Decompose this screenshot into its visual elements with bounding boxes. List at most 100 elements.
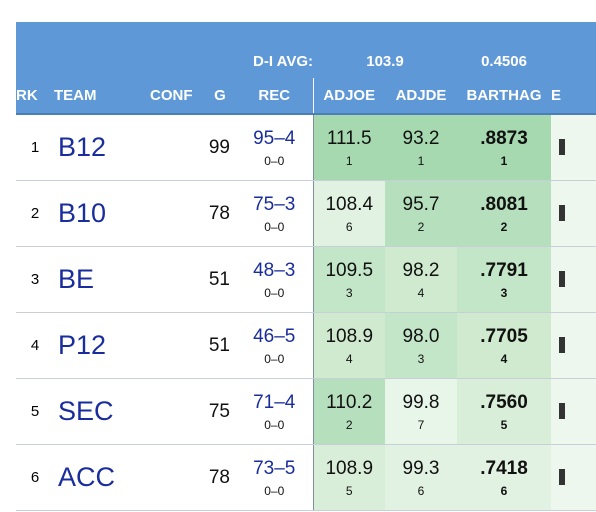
conference-ratings-table: D-I AVG: 103.9 0.4506 RK TEAM CONF G REC… — [16, 22, 596, 511]
col-header-extra[interactable]: E — [551, 78, 596, 115]
adjoe-value: 109.5 — [325, 259, 374, 281]
team-link[interactable]: B12 — [54, 114, 150, 181]
barthag-cell: .8873 1 — [457, 114, 552, 181]
adjde-value: 99.8 — [402, 391, 440, 413]
adjde-cell: 98.2 4 — [385, 246, 458, 313]
col-header-conf[interactable]: CONF — [150, 78, 204, 115]
record-link[interactable]: 48–3 — [253, 259, 296, 281]
barthag-value: .7560 — [480, 391, 528, 413]
adjoe-rank: 6 — [345, 219, 353, 234]
col-header-adjde[interactable]: ADJDE — [385, 78, 458, 115]
extra-cell — [551, 312, 596, 379]
games-cell: 51 — [204, 246, 236, 313]
adjoe-rank: 2 — [345, 417, 353, 432]
conf-record: 0–0 — [264, 351, 285, 366]
truncated-value-glyph — [559, 271, 566, 288]
barthag-value: .7705 — [480, 325, 528, 347]
extra-cell — [551, 114, 596, 181]
col-header-barthag[interactable]: BARTHAG — [457, 78, 552, 115]
col-header-rk[interactable]: RK — [16, 78, 54, 115]
adjoe-cell: 108.9 4 — [313, 312, 385, 379]
adjoe-rank: 1 — [345, 153, 353, 168]
record-cell: 71–4 0–0 — [236, 378, 314, 445]
adjoe-cell: 111.5 1 — [313, 114, 385, 181]
col-header-g[interactable]: G — [204, 78, 236, 115]
conf-cell — [150, 180, 204, 247]
barthag-value: .7791 — [480, 259, 528, 281]
record-cell: 46–5 0–0 — [236, 312, 314, 379]
record-link[interactable]: 75–3 — [253, 193, 296, 215]
conf-record: 0–0 — [264, 483, 285, 498]
barthag-rank: 3 — [500, 285, 508, 300]
conf-cell — [150, 246, 204, 313]
team-link[interactable]: B10 — [54, 180, 150, 247]
extra-cell — [551, 246, 596, 313]
adjoe-cell: 110.2 2 — [313, 378, 385, 445]
extra-cell — [551, 180, 596, 247]
adjoe-rank: 3 — [345, 285, 353, 300]
adjoe-rank: 4 — [345, 351, 353, 366]
barthag-cell: .8081 2 — [457, 180, 552, 247]
team-link[interactable]: P12 — [54, 312, 150, 379]
adjoe-cell: 108.4 6 — [313, 180, 385, 247]
col-header-team[interactable]: TEAM — [54, 78, 150, 115]
adjde-rank: 4 — [417, 285, 425, 300]
rank-cell: 5 — [16, 378, 54, 445]
truncated-value-glyph — [559, 403, 566, 420]
record-cell: 75–3 0–0 — [236, 180, 314, 247]
average-row: D-I AVG: 103.9 0.4506 — [16, 22, 596, 78]
conf-record: 0–0 — [264, 219, 285, 234]
table-row: 5 SEC 75 71–4 0–0 110.2 2 99.8 7.7560 5 — [16, 378, 596, 445]
adjoe-value: 108.9 — [325, 325, 374, 347]
games-cell: 78 — [204, 180, 236, 247]
record-cell: 73–5 0–0 — [236, 444, 314, 511]
barthag-value: .8081 — [480, 193, 528, 215]
column-header-row: RK TEAM CONF G REC ADJOE ADJDE BARTHAG E — [16, 78, 596, 115]
barthag-rank: 6 — [500, 483, 508, 498]
table-body: 1 B12 99 95–4 0–0 111.5 1 93.2 1.8873 1 2 B10 78 75–3… — [16, 114, 596, 511]
top-margin — [0, 0, 596, 22]
truncated-value-glyph — [559, 337, 566, 354]
adjde-cell: 98.0 3 — [385, 312, 458, 379]
rank-cell: 2 — [16, 180, 54, 247]
adjoe-cell: 108.9 5 — [313, 444, 385, 511]
barthag-value: .7418 — [480, 457, 528, 479]
record-link[interactable]: 71–4 — [253, 391, 296, 413]
team-link[interactable]: ACC — [54, 444, 150, 511]
table-row: 6 ACC 78 73–5 0–0 108.9 5 99.3 6.7418 6 — [16, 444, 596, 511]
truncated-value-glyph — [559, 139, 566, 156]
team-link[interactable]: BE — [54, 246, 150, 313]
adjoe-rank: 5 — [345, 483, 353, 498]
record-link[interactable]: 95–4 — [253, 127, 296, 149]
conf-record: 0–0 — [264, 285, 285, 300]
barthag-cell: .7560 5 — [457, 378, 552, 445]
rank-cell: 4 — [16, 312, 54, 379]
barthag-cell: .7705 4 — [457, 312, 552, 379]
adjde-cell: 99.3 6 — [385, 444, 458, 511]
table-row: 2 B10 78 75–3 0–0 108.4 6 95.7 2.8081 2 — [16, 180, 596, 247]
conf-cell — [150, 114, 204, 181]
adjde-rank: 6 — [417, 483, 425, 498]
rank-cell: 6 — [16, 444, 54, 511]
record-link[interactable]: 73–5 — [253, 457, 296, 479]
barthag-rank: 4 — [500, 351, 508, 366]
barthag-cell: .7791 3 — [457, 246, 552, 313]
barthag-rank: 2 — [500, 219, 508, 234]
barthag-rank: 1 — [500, 153, 508, 168]
conf-record: 0–0 — [264, 417, 285, 432]
truncated-value-glyph — [559, 205, 566, 222]
team-link[interactable]: SEC — [54, 378, 150, 445]
col-header-rec[interactable]: REC — [236, 78, 313, 115]
adjde-cell: 93.2 1 — [385, 114, 458, 181]
avg-label: D-I AVG: — [16, 22, 313, 78]
table-row: 1 B12 99 95–4 0–0 111.5 1 93.2 1.8873 1 — [16, 114, 596, 181]
truncated-value-glyph — [559, 469, 566, 486]
extra-cell — [551, 378, 596, 445]
conf-record: 0–0 — [264, 153, 285, 168]
col-header-adjoe[interactable]: ADJOE — [312, 78, 385, 115]
games-cell: 51 — [204, 312, 236, 379]
adjde-value: 98.0 — [402, 325, 440, 347]
record-link[interactable]: 46–5 — [253, 325, 296, 347]
adjde-rank: 3 — [417, 351, 425, 366]
adjde-cell: 95.7 2 — [385, 180, 458, 247]
